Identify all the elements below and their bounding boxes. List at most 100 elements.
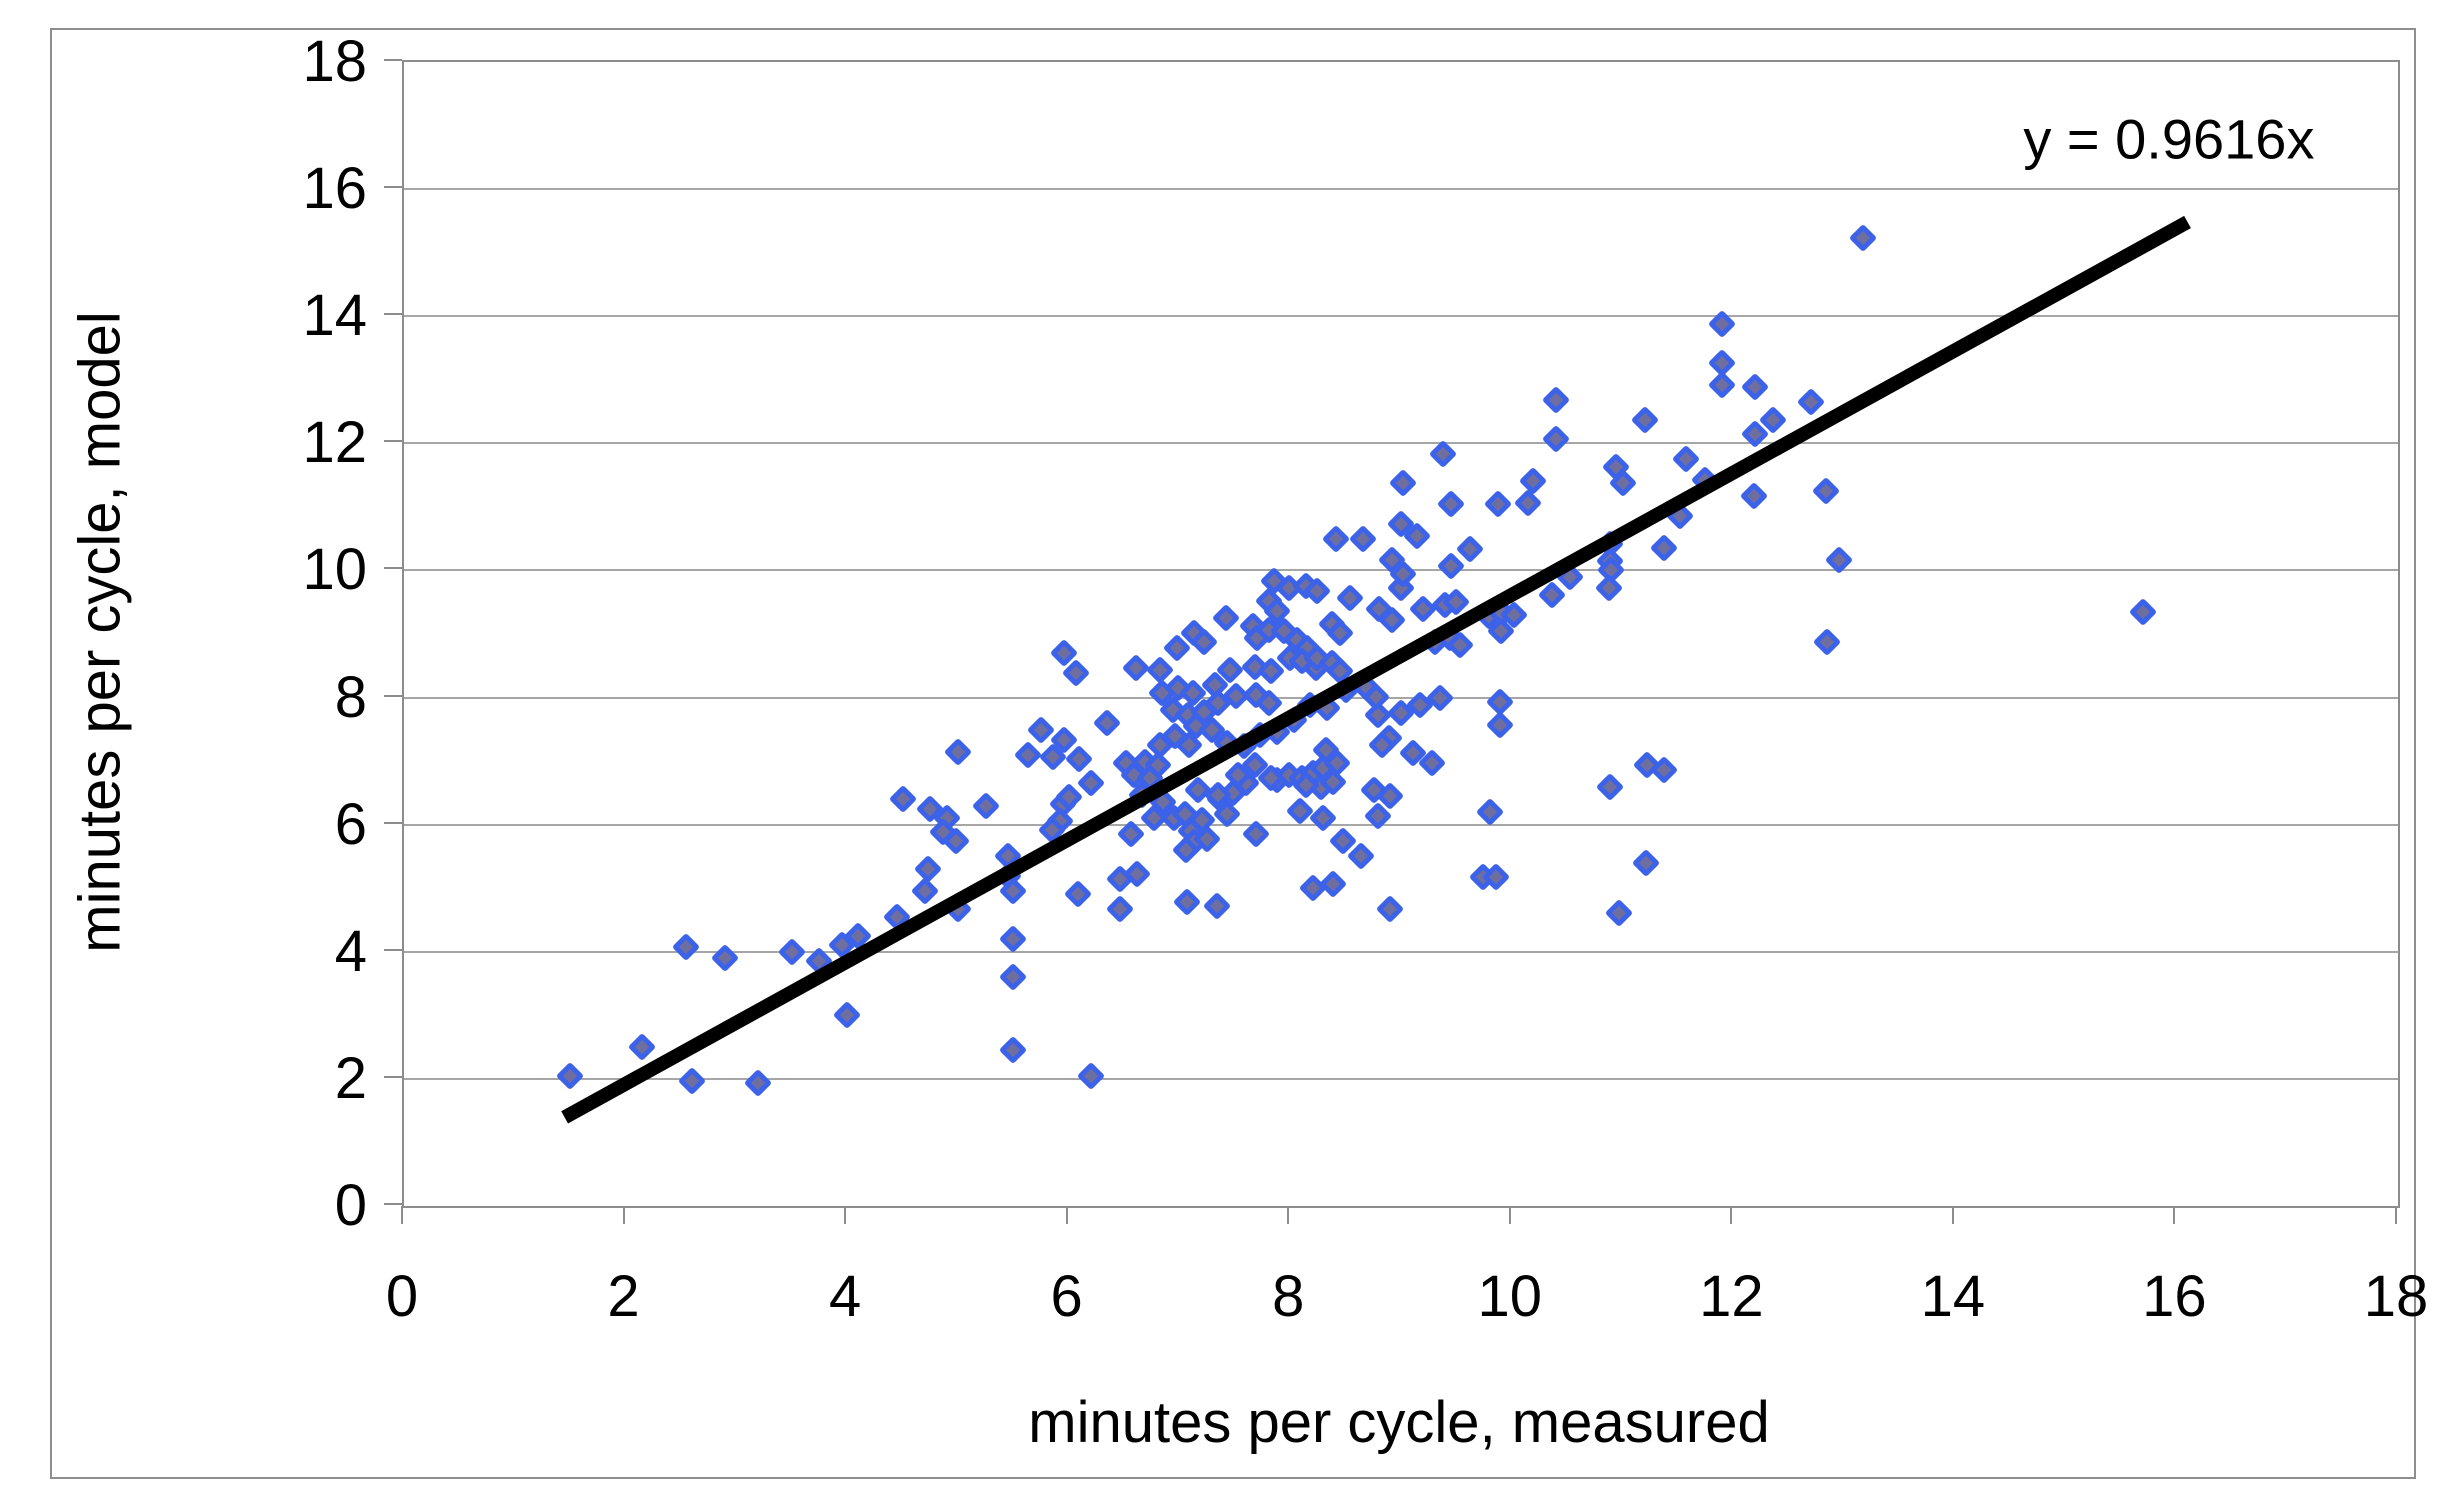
- data-point: [1812, 476, 1841, 506]
- trendline-layer: [561, 215, 2191, 1124]
- data-point: [1537, 580, 1566, 609]
- data-point: [1595, 574, 1624, 603]
- data-point: [1122, 653, 1151, 682]
- x-tick-label: 16: [2142, 1264, 2207, 1329]
- data-point: [1666, 501, 1695, 530]
- data-point: [556, 1061, 585, 1090]
- data-point: [1319, 869, 1348, 898]
- y-tick-label: 4: [334, 918, 367, 984]
- y-tick-mark: [384, 821, 402, 824]
- y-tick-label: 18: [302, 29, 367, 94]
- y-tick-mark: [384, 59, 402, 61]
- data-point: [1475, 797, 1504, 827]
- data-point: [1485, 710, 1514, 740]
- x-tick-mark: [1951, 1206, 1954, 1224]
- data-point: [1631, 849, 1660, 878]
- data-point: [1309, 804, 1338, 833]
- data-point: [1556, 563, 1585, 592]
- data-point: [1796, 387, 1826, 417]
- x-tick-label: 0: [385, 1264, 419, 1329]
- data-point: [1321, 525, 1350, 554]
- x-tick-mark: [622, 1206, 625, 1224]
- x-tick-label: 8: [1272, 1264, 1305, 1329]
- data-point: [1541, 385, 1571, 415]
- data-point: [1093, 708, 1122, 738]
- data-point: [1389, 468, 1418, 497]
- gridline: [404, 442, 2398, 445]
- data-point: [1741, 373, 1770, 402]
- data-point: [1173, 887, 1202, 916]
- data-point: [999, 963, 1028, 992]
- data-point: [1105, 894, 1134, 923]
- y-tick-mark: [384, 694, 402, 697]
- data-point: [1605, 898, 1634, 928]
- data-point: [1013, 741, 1042, 770]
- data-point: [882, 902, 912, 931]
- data-point: [1076, 1061, 1105, 1090]
- gridline: [404, 696, 2398, 699]
- data-point: [1690, 466, 1719, 495]
- x-tick-mark: [2173, 1206, 2176, 1224]
- data-point: [628, 1032, 657, 1062]
- data-point: [943, 894, 973, 923]
- data-point: [971, 791, 1000, 820]
- gridline: [404, 188, 2398, 191]
- y-axis-title: minutes per cycle, model: [67, 311, 133, 953]
- data-point: [1063, 879, 1092, 909]
- data-point: [1708, 371, 1737, 400]
- data-point: [1211, 603, 1241, 633]
- data-point: [1349, 525, 1378, 554]
- data-point: [888, 785, 917, 814]
- y-tick-mark: [384, 567, 402, 570]
- x-tick-mark: [844, 1206, 847, 1224]
- data-point: [1335, 583, 1365, 612]
- y-tick-mark: [384, 440, 402, 443]
- data-point: [1375, 894, 1405, 923]
- data-point: [999, 924, 1028, 954]
- data-point: [1202, 891, 1232, 921]
- data-point: [1455, 535, 1484, 564]
- data-point: [1596, 772, 1625, 801]
- data-point: [1848, 223, 1878, 253]
- y-tick-label: 16: [302, 156, 367, 222]
- x-tick-label: 6: [1050, 1264, 1083, 1329]
- data-point: [1514, 488, 1543, 518]
- y-tick-label: 12: [302, 410, 367, 476]
- x-tick-label: 2: [607, 1264, 640, 1329]
- y-tick-label: 2: [334, 1045, 367, 1111]
- figure-border: [50, 28, 2416, 1479]
- x-tick-mark: [1508, 1206, 1511, 1224]
- y-tick-mark: [384, 1075, 402, 1078]
- data-point: [1408, 594, 1438, 623]
- data-point: [1436, 551, 1465, 581]
- data-point: [1286, 797, 1315, 826]
- y-tick-mark: [384, 948, 402, 951]
- data-point: [1076, 769, 1105, 798]
- data-point: [1740, 481, 1769, 511]
- data-point: [999, 1036, 1028, 1065]
- data-point: [1484, 490, 1513, 519]
- x-tick-mark: [1730, 1206, 1733, 1224]
- y-tick-label: 6: [334, 791, 367, 857]
- x-tick-label: 18: [2363, 1264, 2429, 1329]
- data-point: [1630, 406, 1659, 435]
- y-tick-label: 0: [334, 1173, 367, 1238]
- x-tick-label: 12: [1699, 1264, 1764, 1329]
- x-tick-label: 10: [1477, 1264, 1543, 1329]
- trendline-equation: y = 0.9616x: [2023, 107, 2315, 171]
- data-point: [1813, 627, 1842, 656]
- trendline: [561, 215, 2191, 1124]
- data-point: [943, 737, 973, 766]
- data-point: [744, 1069, 773, 1098]
- y-tick-mark: [384, 313, 402, 316]
- data-point: [832, 1001, 862, 1030]
- data-point: [1649, 533, 1678, 562]
- data-point: [777, 937, 806, 966]
- data-point: [1541, 424, 1571, 454]
- x-tick-mark: [1065, 1206, 1068, 1224]
- data-point: [677, 1066, 707, 1095]
- data-point: [1518, 467, 1547, 496]
- x-tick-mark: [401, 1206, 403, 1224]
